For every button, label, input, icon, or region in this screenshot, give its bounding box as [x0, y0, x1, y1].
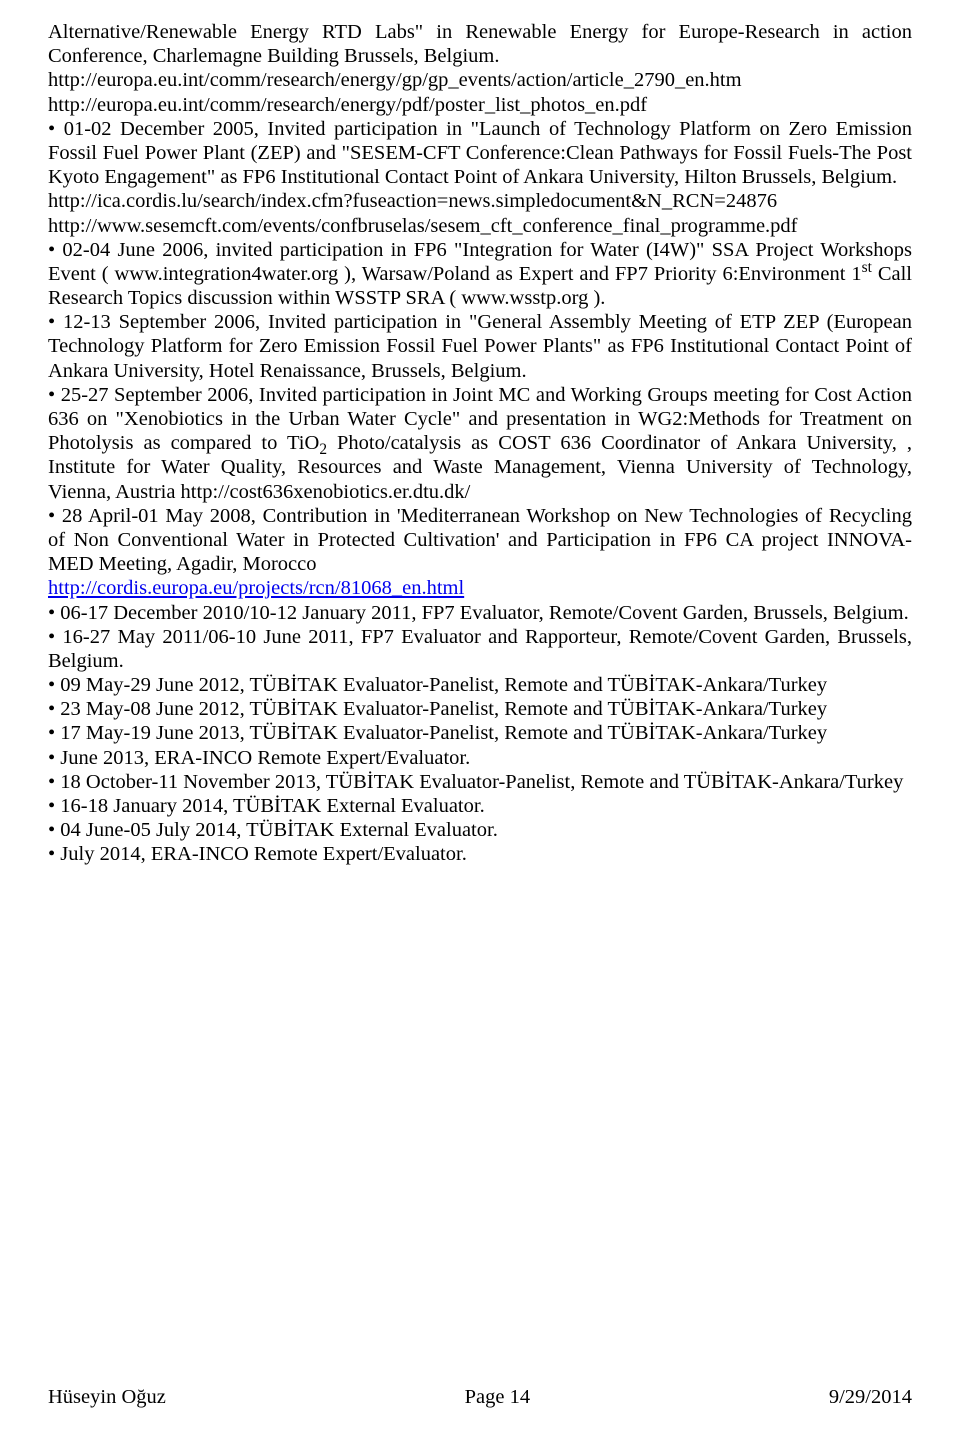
url-text: http://ica.cordis.lu/search/index.cfm?fu…: [48, 190, 777, 212]
footer-date: 9/29/2014: [829, 1386, 912, 1409]
bullet-item: • 06-17 December 2010/10-12 January 2011…: [48, 601, 912, 625]
document-page: Alternative/Renewable Energy RTD Labs" i…: [0, 0, 960, 1437]
footer-page-number: Page 14: [465, 1386, 530, 1409]
url-text: http://www.sesemcft.com/events/confbruse…: [48, 215, 798, 237]
text: • July 2014, ERA-INCO Remote Expert/Eval…: [48, 843, 467, 865]
text: • 16-18 January 2014, TÜBİTAK External E…: [48, 795, 485, 817]
url-line: http://ica.cordis.lu/search/index.cfm?fu…: [48, 189, 912, 213]
footer-author: Hüseyin Oğuz: [48, 1386, 166, 1409]
bullet-item: • 16-27 May 2011/06-10 June 2011, FP7 Ev…: [48, 625, 912, 673]
page-footer: Hüseyin Oğuz Page 14 9/29/2014: [48, 1386, 912, 1409]
bullet-item: • June 2013, ERA-INCO Remote Expert/Eval…: [48, 746, 912, 770]
bullet-item: • 25-27 September 2006, Invited particip…: [48, 383, 912, 504]
bullet-item: • 01-02 December 2005, Invited participa…: [48, 117, 912, 190]
link-line: http://cordis.europa.eu/projects/rcn/810…: [48, 576, 912, 600]
paragraph: Alternative/Renewable Energy RTD Labs" i…: [48, 20, 912, 68]
text: • 17 May-19 June 2013, TÜBİTAK Evaluator…: [48, 722, 827, 744]
url-text: http://europa.eu.int/comm/research/energ…: [48, 94, 647, 116]
bullet-item: • 18 October-11 November 2013, TÜBİTAK E…: [48, 770, 912, 794]
bullet-item: • 02-04 June 2006, invited participation…: [48, 238, 912, 311]
text: • June 2013, ERA-INCO Remote Expert/Eval…: [48, 747, 470, 769]
text: • 23 May-08 June 2012, TÜBİTAK Evaluator…: [48, 698, 827, 720]
body-text: Alternative/Renewable Energy RTD Labs" i…: [48, 20, 912, 867]
text: • 12-13 September 2006, Invited particip…: [48, 311, 912, 381]
url-line: http://www.sesemcft.com/events/confbruse…: [48, 214, 912, 238]
bullet-item: • 16-18 January 2014, TÜBİTAK External E…: [48, 794, 912, 818]
text: Alternative/Renewable Energy RTD Labs" i…: [48, 21, 912, 67]
bullet-item: • 28 April-01 May 2008, Contribution in …: [48, 504, 912, 577]
bullet-item: • 17 May-19 June 2013, TÜBİTAK Evaluator…: [48, 721, 912, 745]
url-text: http://europa.eu.int/comm/research/energ…: [48, 69, 742, 91]
text: • 04 June-05 July 2014, TÜBİTAK External…: [48, 819, 498, 841]
bullet-item: • 04 June-05 July 2014, TÜBİTAK External…: [48, 818, 912, 842]
superscript: st: [862, 259, 872, 276]
text: • 18 October-11 November 2013, TÜBİTAK E…: [48, 771, 903, 793]
hyperlink[interactable]: http://cordis.europa.eu/projects/rcn/810…: [48, 577, 464, 599]
bullet-item: • July 2014, ERA-INCO Remote Expert/Eval…: [48, 842, 912, 866]
text: • 16-27 May 2011/06-10 June 2011, FP7 Ev…: [48, 626, 912, 672]
text: • 28 April-01 May 2008, Contribution in …: [48, 505, 912, 575]
text: • 09 May-29 June 2012, TÜBİTAK Evaluator…: [48, 674, 827, 696]
text: • 02-04 June 2006, invited participation…: [48, 239, 912, 285]
url-line: http://europa.eu.int/comm/research/energ…: [48, 68, 912, 92]
text: • 06-17 December 2010/10-12 January 2011…: [48, 602, 909, 624]
bullet-item: • 09 May-29 June 2012, TÜBİTAK Evaluator…: [48, 673, 912, 697]
text: • 01-02 December 2005, Invited participa…: [48, 118, 912, 188]
bullet-item: • 12-13 September 2006, Invited particip…: [48, 310, 912, 383]
url-line: http://europa.eu.int/comm/research/energ…: [48, 93, 912, 117]
bullet-item: • 23 May-08 June 2012, TÜBİTAK Evaluator…: [48, 697, 912, 721]
